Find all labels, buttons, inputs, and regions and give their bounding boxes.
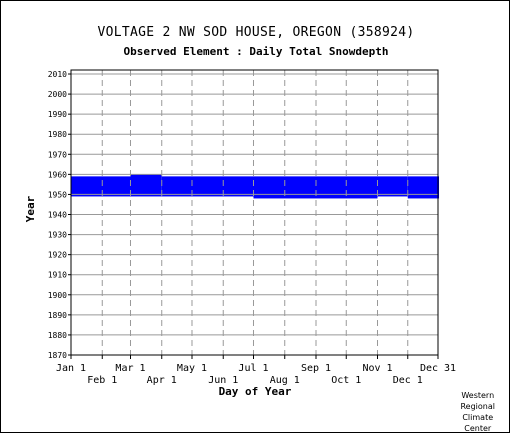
y-tick-label: 1970 [48,150,67,159]
y-tick-label: 1910 [48,271,67,280]
element-title: Observed Element : Daily Total Snowdepth [123,45,389,58]
x-tick-label: Jun 1 [208,375,238,386]
coverage-block [253,176,378,199]
y-tick-label: 2010 [48,70,67,79]
credit-text: Western Regional Climate Center [460,390,495,434]
y-tick-label: 1960 [48,170,67,179]
x-tick-label: Apr 1 [147,375,177,386]
x-axis-label: Day of Year [219,385,292,398]
y-tick-label: 1880 [48,331,67,340]
station-title: VOLTAGE 2 NW SOD HOUSE, OREGON (358924) [97,25,415,40]
grid-lines [71,70,438,356]
plot-area [70,69,439,356]
credit-line: Regional [460,402,495,411]
x-tick-label: Jan 1 [56,363,86,374]
x-tick-label: Nov 1 [362,363,392,374]
x-tick-label: Jul 1 [238,363,268,374]
x-tick-label: Mar 1 [115,363,145,374]
x-tick-label: Dec 1 [393,375,423,386]
y-tick-label: 1990 [48,110,67,119]
x-tick-label: Dec 31 [420,363,456,374]
x-tick-label: Feb 1 [87,375,117,386]
y-tick-label: 1950 [48,190,67,199]
y-axis-label: Year [24,195,37,222]
y-tick-label: 1890 [48,311,67,320]
y-tick-label: 1920 [48,251,67,260]
coverage-block [130,174,162,197]
coverage-block [407,176,440,199]
x-axis-ticks: Jan 1 Mar 1 May 1 Jul 1 Sep 1 Nov 1 Dec 31 Feb … [56,355,456,386]
x-tick-label: Oct 1 [331,375,361,386]
x-tick-label: Sep 1 [301,363,331,374]
y-tick-label: 1930 [48,231,67,240]
y-tick-label: 1870 [48,351,67,360]
y-tick-label: 1900 [48,291,67,300]
y-tick-label: 1980 [48,130,67,139]
y-tick-label: 2000 [48,90,67,99]
credit-line: Western [461,391,495,400]
coverage-block [377,176,408,197]
coverage-block [71,176,131,197]
coverage-block [161,176,254,197]
credit-line: Climate [462,413,494,422]
y-tick-label: 1940 [48,211,67,220]
y-axis-ticks: 1870 1880 1890 1900 1910 1920 1930 1940 1950 1960… [48,70,71,360]
x-tick-label: May 1 [177,363,207,374]
x-tick-label: Aug 1 [270,375,300,386]
credit-line: Center [464,424,492,433]
